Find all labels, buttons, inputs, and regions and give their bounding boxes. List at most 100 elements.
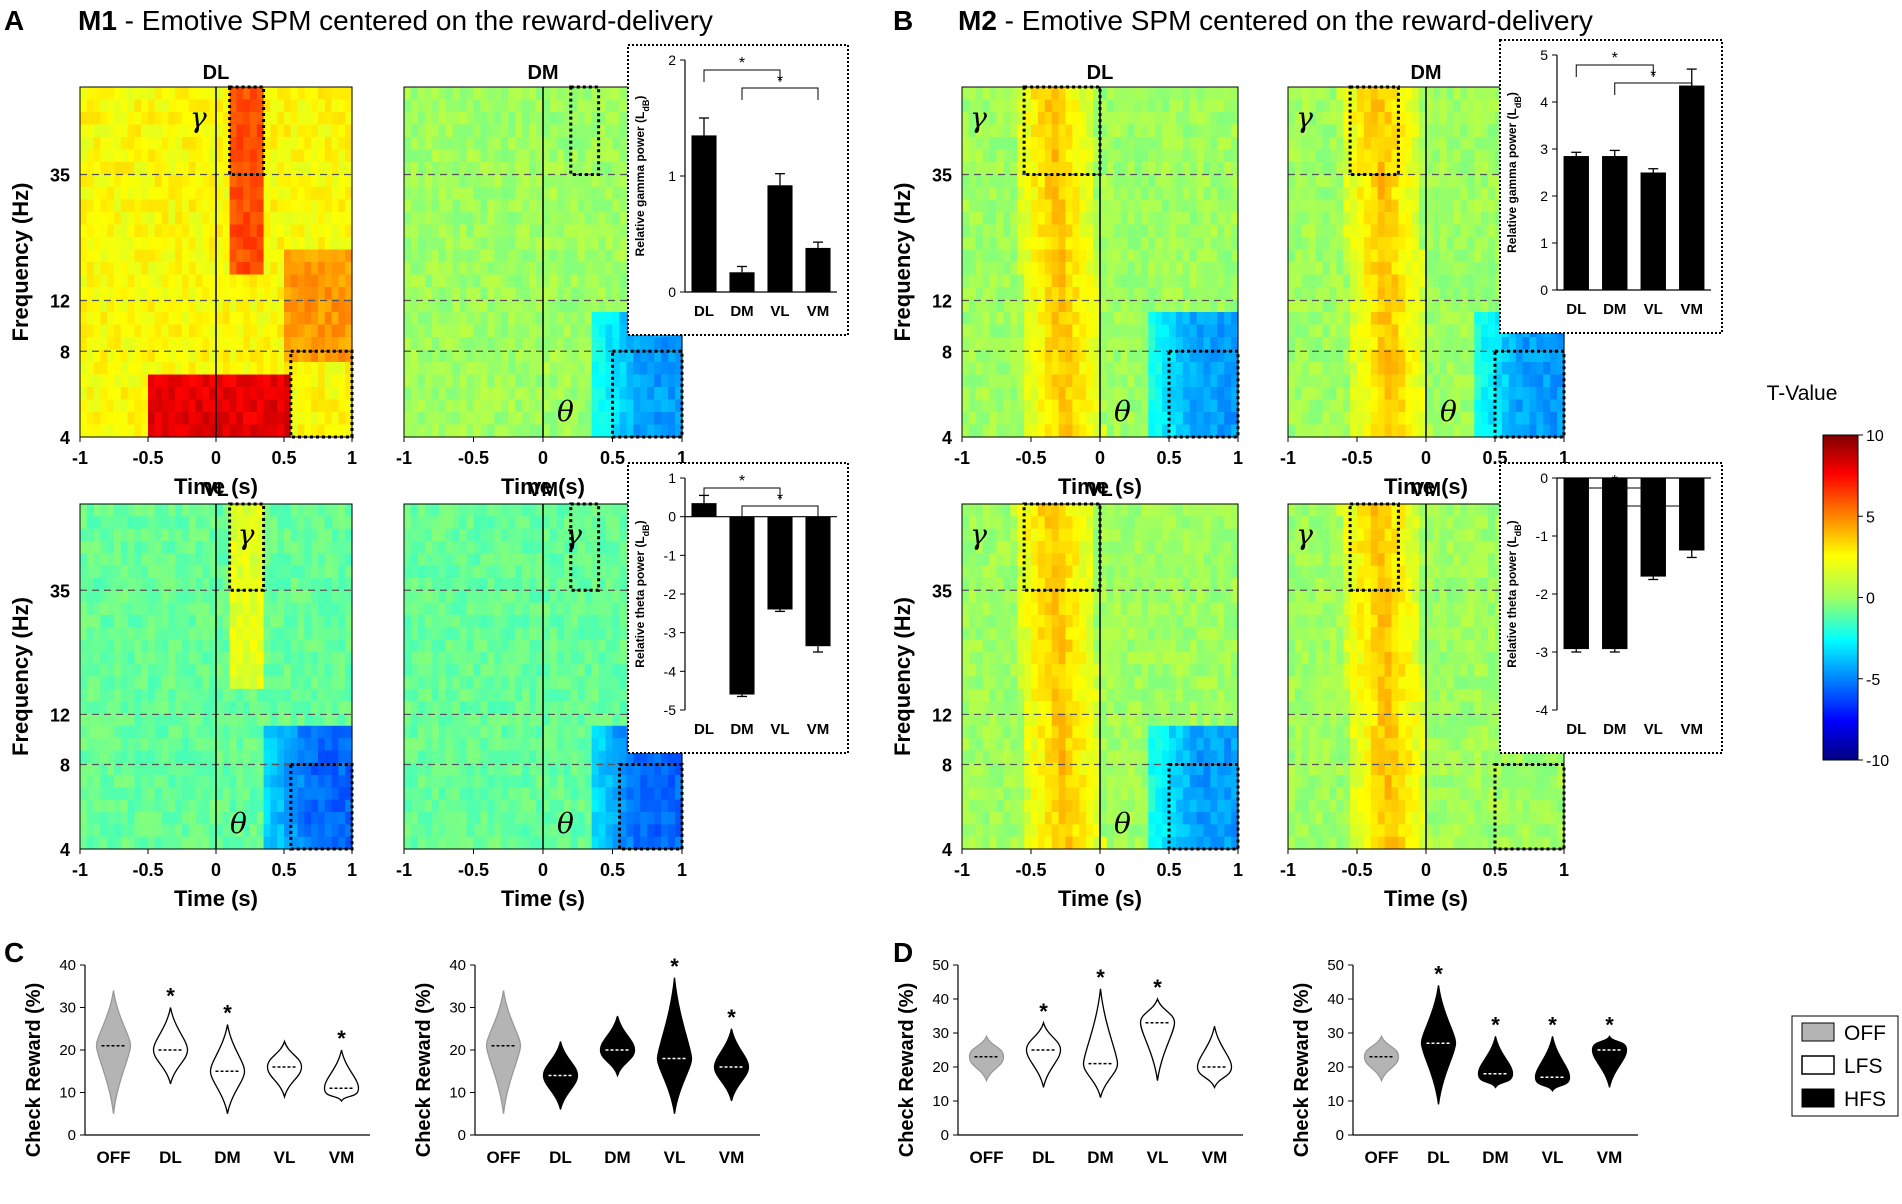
heatmap-cell xyxy=(236,627,244,641)
heatmap-cell xyxy=(175,651,183,665)
heatmap-cell xyxy=(410,676,419,690)
heatmap-cell xyxy=(982,262,991,276)
heatmap-cell xyxy=(404,639,412,653)
heatmap-cell xyxy=(188,274,197,288)
heatmap-cell xyxy=(284,299,292,313)
heatmap-cell xyxy=(473,287,482,301)
heatmap-cell xyxy=(466,99,475,113)
heatmap-cell xyxy=(250,249,258,263)
heatmap-cell xyxy=(529,87,537,101)
heatmap-cell xyxy=(480,312,488,326)
heatmap-cell xyxy=(290,553,299,567)
heatmap-cell xyxy=(473,124,482,138)
heatmap-cell xyxy=(619,137,627,151)
heatmap-cell xyxy=(1017,87,1025,101)
heatmap-cell xyxy=(263,528,271,542)
heatmap-cell xyxy=(209,701,217,715)
heatmap-cell xyxy=(141,162,149,176)
heatmap-cell xyxy=(202,701,210,715)
heatmap-cell xyxy=(975,287,984,301)
heatmap-cell xyxy=(612,174,621,188)
heatmap-cell xyxy=(284,627,292,641)
heatmap-cell xyxy=(522,349,530,363)
heatmap-cell xyxy=(529,124,537,138)
heatmap-cell xyxy=(202,775,210,788)
heatmap-cell xyxy=(270,627,278,641)
heatmap-cell xyxy=(188,262,197,276)
heatmap-cell xyxy=(508,337,516,351)
heatmap-cell xyxy=(256,590,265,604)
heatmap-cell xyxy=(989,99,998,113)
heatmap-cell xyxy=(161,287,169,301)
heatmap-cell xyxy=(1044,199,1053,213)
heatmap-cell xyxy=(647,836,655,850)
heatmap-cell xyxy=(529,590,537,604)
heatmap-cell xyxy=(975,262,984,276)
heatmap-cell xyxy=(661,424,669,438)
heatmap-cell xyxy=(324,627,333,641)
heatmap-cell xyxy=(107,149,115,163)
heatmap-cell xyxy=(93,312,101,326)
heatmap-cell xyxy=(529,349,537,363)
heatmap-cell xyxy=(1044,174,1053,188)
heatmap-cell xyxy=(270,738,278,752)
heatmap-cell xyxy=(202,162,210,176)
heatmap-cell xyxy=(452,701,461,715)
heatmap-cell xyxy=(975,312,984,326)
heatmap-cell xyxy=(591,750,600,764)
heatmap-cell xyxy=(563,299,572,313)
heatmap-cell xyxy=(331,99,339,113)
heatmap-cell xyxy=(480,112,488,126)
heatmap-cell xyxy=(466,299,475,313)
heatmap-cell xyxy=(473,274,482,288)
heatmap-cell xyxy=(417,528,426,542)
heatmap-cell xyxy=(324,738,333,752)
heatmap-cell xyxy=(345,676,353,690)
heatmap-cell xyxy=(318,112,326,126)
heatmap-cell xyxy=(480,287,488,301)
heatmap-cell xyxy=(175,540,183,554)
heatmap-cell xyxy=(556,374,565,388)
heatmap-cell xyxy=(134,99,142,113)
heatmap-cell xyxy=(324,137,333,151)
heatmap-cell xyxy=(290,349,299,363)
heatmap-cell xyxy=(598,237,607,251)
heatmap-cell xyxy=(338,799,346,813)
heatmap-cell xyxy=(584,713,593,727)
heatmap-cell xyxy=(1031,99,1039,113)
heatmap-cell xyxy=(86,775,95,788)
heatmap-cell xyxy=(989,424,998,438)
heatmap-cell xyxy=(431,614,440,628)
gamma-label: γ xyxy=(565,518,582,551)
heatmap-cell xyxy=(543,812,551,825)
heatmap-cell xyxy=(487,337,495,351)
heatmap-cell xyxy=(168,688,176,702)
heatmap-cell xyxy=(331,664,339,678)
heatmap-cell xyxy=(127,87,135,101)
heatmap-cell xyxy=(290,676,299,690)
heatmap-cell xyxy=(100,87,108,101)
heatmap-cell xyxy=(297,528,305,542)
heatmap-cell xyxy=(536,237,544,251)
heatmap-cell xyxy=(487,149,495,163)
heatmap-cell xyxy=(424,701,433,715)
heatmap-cell xyxy=(114,812,122,825)
heatmap-cell xyxy=(982,149,991,163)
heatmap-cell xyxy=(1044,249,1053,263)
heatmap-cell xyxy=(1017,199,1025,213)
heatmap-cell xyxy=(612,713,621,727)
heatmap-cell xyxy=(222,540,231,554)
heatmap-cell xyxy=(270,639,278,653)
heatmap-cell xyxy=(968,274,977,288)
heatmap-cell xyxy=(501,664,509,678)
heatmap-cell xyxy=(975,124,984,138)
heatmap-cell xyxy=(431,387,440,401)
heatmap-cell xyxy=(591,504,600,517)
heatmap-cell xyxy=(93,362,101,376)
heatmap-cell xyxy=(619,701,627,715)
heatmap-cell xyxy=(584,187,593,201)
heatmap-cell xyxy=(1037,312,1046,326)
heatmap-cell xyxy=(182,787,190,801)
heatmap-cell xyxy=(229,627,237,641)
